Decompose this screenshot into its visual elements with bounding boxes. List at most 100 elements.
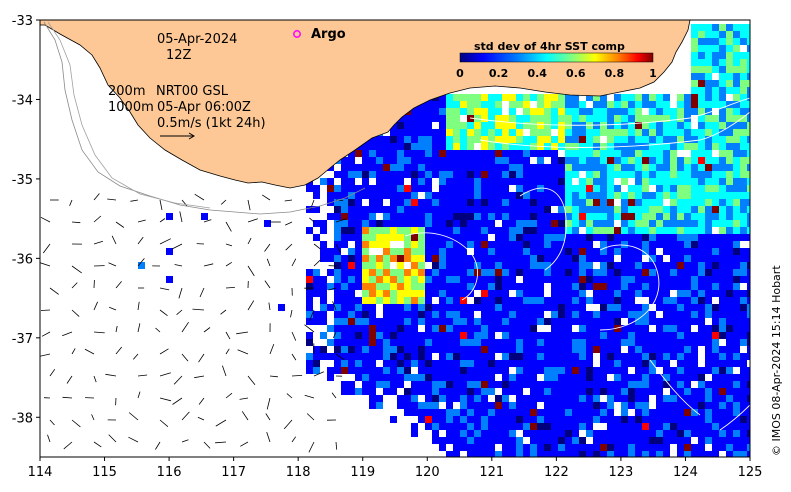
sst-cell	[509, 227, 516, 234]
sst-cell	[600, 339, 607, 346]
sst-cell	[747, 227, 750, 234]
sst-cell	[460, 269, 467, 276]
sst-cell	[481, 150, 488, 157]
sst-cell	[411, 213, 418, 220]
sst-cell	[677, 423, 684, 430]
sst-cell	[586, 269, 593, 276]
sst-cell	[306, 353, 313, 360]
sst-cell	[719, 381, 726, 388]
sst-cell	[684, 290, 691, 297]
current-vector	[269, 343, 275, 355]
sst-cell	[621, 304, 628, 311]
sst-cell	[649, 269, 656, 276]
sst-cell	[502, 311, 509, 318]
sst-cell	[656, 451, 663, 457]
sst-cell	[642, 332, 649, 339]
sst-cell	[747, 332, 750, 339]
sst-cell	[166, 248, 173, 255]
sst-cell	[348, 220, 355, 227]
sst-cell	[495, 115, 502, 122]
sst-cell	[453, 206, 460, 213]
sst-cell	[558, 416, 565, 423]
sst-cell	[453, 101, 460, 108]
sst-cell	[572, 304, 579, 311]
sst-cell	[509, 332, 516, 339]
sst-cell	[635, 381, 642, 388]
sst-cell	[691, 451, 698, 457]
sst-cell	[684, 101, 691, 108]
sst-cell	[572, 381, 579, 388]
sst-cell	[621, 416, 628, 423]
sst-cell	[488, 108, 495, 115]
sst-cell	[558, 430, 565, 437]
sst-cell	[544, 416, 551, 423]
current-vector	[203, 441, 211, 449]
sst-cell	[642, 164, 649, 171]
sst-cell	[425, 192, 432, 199]
sst-cell	[621, 437, 628, 444]
sst-cell	[537, 241, 544, 248]
sst-cell	[348, 283, 355, 290]
sst-cell	[726, 248, 733, 255]
current-vector	[71, 221, 81, 224]
sst-cell	[642, 178, 649, 185]
sst-cell	[635, 136, 642, 143]
sst-cell	[306, 318, 313, 325]
sst-cell	[628, 430, 635, 437]
sst-cell	[635, 388, 642, 395]
sst-cell	[460, 402, 467, 409]
sst-cell	[502, 192, 509, 199]
sst-cell	[614, 262, 621, 269]
sst-cell	[705, 423, 712, 430]
sst-cell	[558, 402, 565, 409]
sst-cell	[474, 171, 481, 178]
sst-cell	[530, 423, 537, 430]
sst-cell	[474, 346, 481, 353]
sst-cell	[747, 416, 750, 423]
sst-cell	[362, 255, 369, 262]
sst-cell	[649, 220, 656, 227]
sst-cell	[523, 157, 530, 164]
sst-cell	[740, 227, 747, 234]
sst-cell	[642, 220, 649, 227]
sst-cell	[733, 248, 740, 255]
sst-cell	[460, 206, 467, 213]
sst-cell	[600, 402, 607, 409]
sst-cell	[698, 185, 705, 192]
sst-cell	[719, 283, 726, 290]
sst-cell	[439, 311, 446, 318]
sst-cell	[446, 94, 453, 101]
sst-cell	[369, 283, 376, 290]
sst-cell	[565, 178, 572, 185]
sst-cell	[670, 157, 677, 164]
sst-cell	[502, 325, 509, 332]
sst-cell	[572, 143, 579, 150]
sst-cell	[747, 444, 750, 451]
sst-cell	[698, 269, 705, 276]
sst-cell	[670, 395, 677, 402]
sst-cell	[453, 178, 460, 185]
sst-cell	[530, 262, 537, 269]
sst-cell	[677, 444, 684, 451]
sst-cell	[348, 199, 355, 206]
sst-cell	[649, 164, 656, 171]
sst-cell	[607, 311, 614, 318]
sst-cell	[733, 374, 740, 381]
sst-cell	[425, 157, 432, 164]
sst-cell	[460, 346, 467, 353]
sst-cell	[341, 164, 348, 171]
sst-cell	[439, 129, 446, 136]
sst-cell	[572, 213, 579, 220]
sst-cell	[481, 220, 488, 227]
sst-cell	[600, 430, 607, 437]
sst-cell	[656, 416, 663, 423]
sst-cell	[530, 150, 537, 157]
current-vector	[93, 301, 98, 311]
sst-cell	[586, 108, 593, 115]
sst-cell	[425, 164, 432, 171]
sst-cell	[698, 171, 705, 178]
sst-cell	[656, 150, 663, 157]
sst-cell	[747, 451, 750, 457]
sst-cell	[691, 241, 698, 248]
sst-cell	[656, 402, 663, 409]
